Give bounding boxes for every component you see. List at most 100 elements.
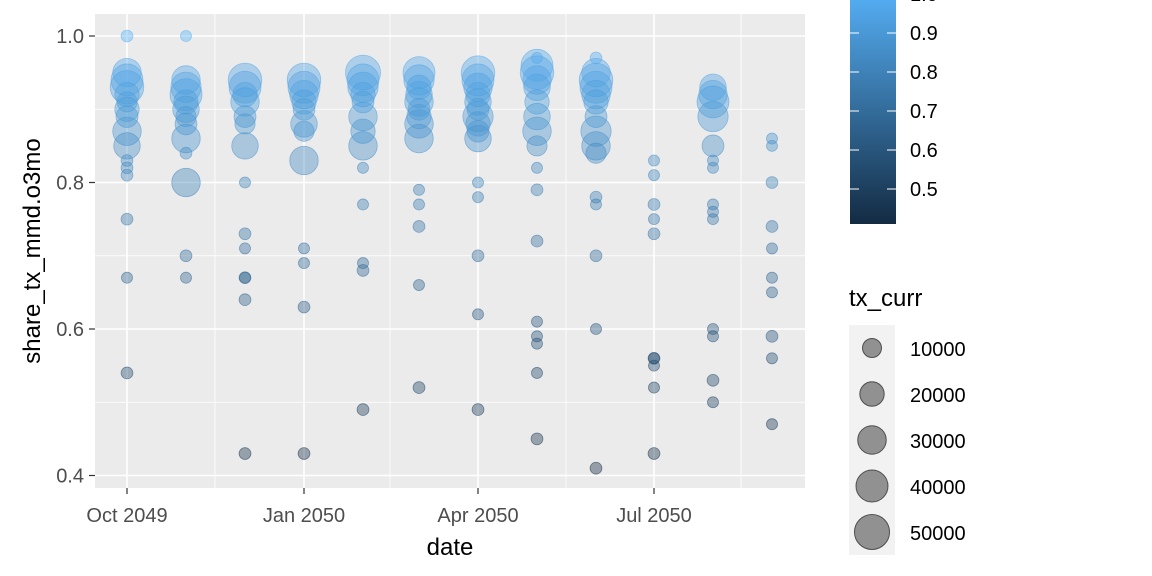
x-axis-ticks: Oct 2049 Jan 2050 Apr 2050 Jul 2050 [86,488,692,527]
data-point [412,381,426,394]
data-point [765,220,779,233]
data-point [466,97,490,121]
data-point [350,82,376,108]
data-point [471,403,485,416]
data-point [581,57,611,88]
data-point [120,29,134,43]
data-point [297,447,311,460]
data-point [357,198,369,211]
data-point [170,71,202,103]
data-point [110,63,144,97]
size-legend-label: 40000 [910,477,966,499]
data-point [589,51,603,65]
data-point [289,145,319,176]
data-point [175,106,197,128]
data-point [230,87,260,117]
data-point [232,82,258,108]
size-legend-title: tx_curr [849,285,922,312]
data-point [172,95,200,123]
data-point [590,323,602,335]
data-point [407,97,431,121]
data-point [289,79,319,110]
data-point [648,359,660,372]
data-point [472,191,484,204]
data-point [171,167,201,198]
data-point [403,64,435,96]
data-point [590,198,602,211]
data-point [113,132,141,160]
x-tick-label: Oct 2049 [86,505,167,527]
data-point [346,63,380,97]
data-point [290,110,318,138]
data-point [238,227,252,241]
data-point [114,96,140,122]
data-point [179,146,193,160]
data-point [174,112,198,136]
data-point [120,154,134,167]
data-point [766,418,778,431]
data-point [233,105,257,128]
data-point [291,89,317,115]
size-legend-key [853,513,891,551]
color-bar-label: 1.0 [910,0,938,6]
data-point [357,161,369,174]
color-bar-label: 0.9 [910,23,938,45]
y-tick-label: 1.0 [56,26,84,48]
data-point [648,169,660,182]
data-point [292,97,316,121]
color-bar [850,0,896,224]
data-point [648,381,660,394]
x-tick-label: Jan 2050 [263,505,345,527]
color-bar-label: 0.8 [910,62,938,84]
data-point [647,198,661,211]
data-point [464,88,492,116]
data-point [648,213,660,226]
data-point [766,271,778,284]
data-point [171,123,201,154]
color-bar-ticks: 1.0 0.9 0.8 0.7 0.6 0.5 [850,0,938,201]
data-point [402,56,436,90]
data-point [589,461,603,475]
size-legend-label: 30000 [910,431,966,453]
data-point [472,308,484,321]
data-point [707,213,719,226]
size-legend-label: 20000 [910,385,966,407]
major-gridlines [95,14,805,488]
size-legend-key [862,338,882,358]
data-point [766,242,778,255]
data-point [706,373,720,387]
data-point [298,242,310,255]
data-point [350,118,376,144]
size-legend-key [857,425,887,455]
data-point [413,183,425,196]
size-legend-key [859,381,885,407]
data-point [581,79,611,110]
data-point [585,142,607,164]
data-point [112,57,142,88]
y-tick-label: 0.4 [56,466,84,488]
data-point [466,119,490,143]
y-tick-label: 0.8 [56,173,84,195]
data-point [465,111,491,137]
data-point [698,79,728,110]
data-point [227,62,263,98]
data-point [171,65,201,95]
data-point [531,367,543,379]
data-point [293,120,315,142]
data-point [765,176,779,189]
data-point [406,74,432,100]
data-point [298,257,310,269]
data-point [239,176,251,189]
data-point [531,315,543,328]
data-point [231,132,259,160]
data-point [413,279,425,291]
data-point [120,168,134,182]
color-bar-label: 0.5 [910,179,938,201]
data-point [180,271,192,284]
data-point [234,113,256,135]
data-point [581,131,611,161]
data-point [583,89,609,115]
data-point [115,105,139,128]
data-point [531,52,543,64]
